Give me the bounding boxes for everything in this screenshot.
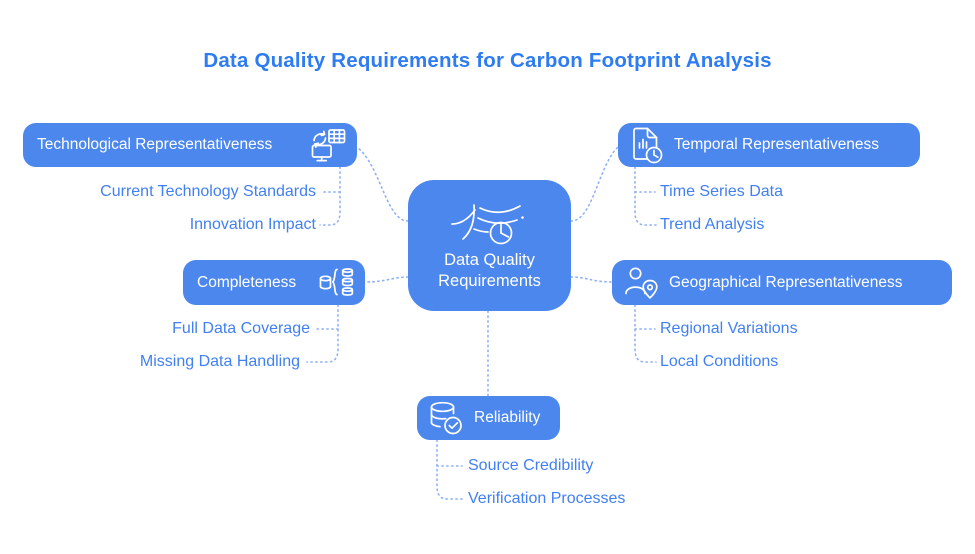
child-source-credibility[interactable]: Source Credibility xyxy=(468,457,594,474)
child-missing-data-handling[interactable]: Missing Data Handling xyxy=(139,353,300,370)
connector-technological-child2 xyxy=(319,166,341,226)
node-reliability[interactable]: Reliability xyxy=(417,396,560,440)
child-regional-variations[interactable]: Regional Variations xyxy=(660,320,798,337)
database-mapping-icon xyxy=(319,267,354,298)
connector-center-geographical xyxy=(570,276,613,283)
child-innovation-impact[interactable]: Innovation Impact xyxy=(189,216,316,233)
database-check-icon xyxy=(428,400,464,436)
child-current-technology-standards[interactable]: Current Technology Standards xyxy=(100,183,316,200)
node-label: Completeness xyxy=(197,273,297,291)
connector-temporal-child2 xyxy=(634,166,657,226)
child-local-conditions[interactable]: Local Conditions xyxy=(660,353,779,370)
document-chart-clock-icon xyxy=(629,126,664,165)
child-verification-processes[interactable]: Verification Processes xyxy=(468,490,626,507)
connector-geographical-child2 xyxy=(634,304,657,363)
node-geographical-representativeness[interactable]: Geographical Representativeness xyxy=(612,260,952,305)
connector-center-temporal xyxy=(570,146,619,222)
center-node-data-quality-requirements[interactable]: Data Quality Requirements xyxy=(408,180,571,311)
child-trend-analysis[interactable]: Trend Analysis xyxy=(660,216,765,233)
person-location-pin-icon xyxy=(623,265,659,301)
flow-clock-icon xyxy=(450,199,530,245)
connector-completeness-child2 xyxy=(306,304,339,363)
node-technological-representativeness[interactable]: Technological Representativeness xyxy=(23,123,357,167)
node-label: Reliability xyxy=(474,409,541,426)
node-temporal-representativeness[interactable]: Temporal Representativeness xyxy=(618,123,920,167)
child-full-data-coverage[interactable]: Full Data Coverage xyxy=(172,320,310,337)
node-completeness[interactable]: Completeness xyxy=(183,260,365,305)
node-label: Technological Representativeness xyxy=(37,136,273,153)
connector-reliability-child2 xyxy=(436,439,464,500)
child-time-series-data[interactable]: Time Series Data xyxy=(660,183,783,200)
connector-center-technological xyxy=(356,146,409,222)
node-label: Geographical Representativeness xyxy=(669,273,903,291)
monitor-sync-table-icon xyxy=(309,128,346,163)
center-node-label: Data Quality Requirements xyxy=(438,250,541,290)
page-title: Data Quality Requirements for Carbon Foo… xyxy=(203,49,772,72)
connector-center-completeness xyxy=(364,276,409,283)
node-label: Temporal Representativeness xyxy=(674,136,880,153)
